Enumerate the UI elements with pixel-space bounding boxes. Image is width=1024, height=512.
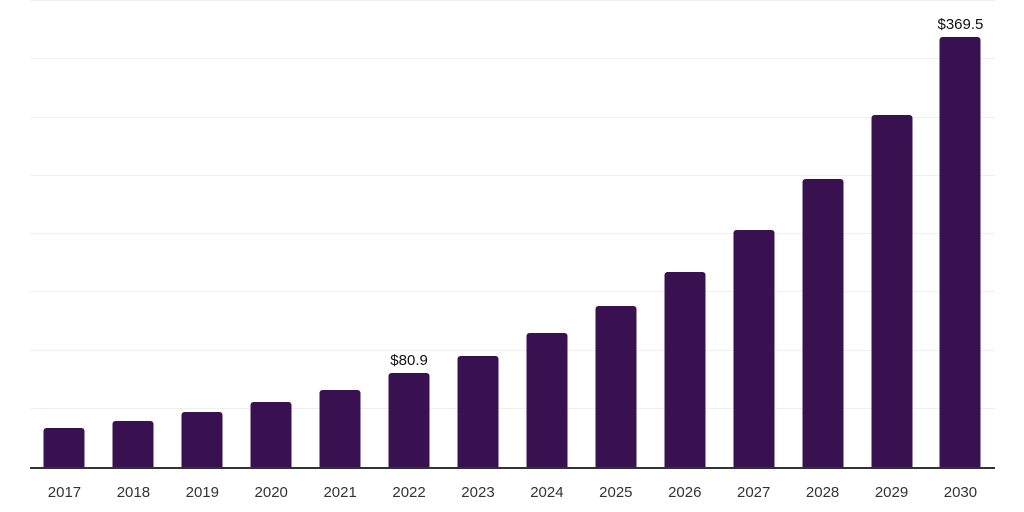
bar-2026 <box>664 271 706 467</box>
gridline <box>30 116 995 118</box>
bar-slot-2020 <box>237 0 306 469</box>
bar-2017 <box>43 428 85 467</box>
gridline <box>30 291 995 293</box>
bar-2027 <box>733 229 775 467</box>
x-axis-label-2021: 2021 <box>323 484 357 501</box>
gridline <box>30 233 995 234</box>
bar-2020 <box>250 401 292 467</box>
bars-container: $80.9 $369.5 <box>30 0 995 469</box>
x-axis-label-2029: 2029 <box>874 484 909 501</box>
x-axis-labels: 2017 2018 2019 2020 2021 2022 2023 2024 2025 2026… <box>30 469 995 512</box>
x-axis-label-2019: 2019 <box>185 484 219 501</box>
x-axis-label-2025: 2025 <box>599 484 633 501</box>
x-axis-label-2026: 2026 <box>668 484 702 501</box>
bar-2028 <box>802 178 844 467</box>
x-axis-label-2017: 2017 <box>47 484 82 501</box>
x-axis-label-2028: 2028 <box>805 484 840 501</box>
x-axis-label-2018: 2018 <box>116 484 151 501</box>
plot-area: $80.9 $369.5 <box>30 0 995 469</box>
bar-slot-2029 <box>857 0 926 469</box>
x-axis-label-2020: 2020 <box>254 484 288 501</box>
bar-slot-2022: $80.9 <box>375 0 444 469</box>
bar-2030 <box>939 36 981 467</box>
bar-slot-2023 <box>444 0 513 469</box>
gridline <box>30 349 995 351</box>
gridline <box>30 0 995 1</box>
bar-slot-2018 <box>99 0 168 469</box>
bar-value-label-2030: $369.5 <box>937 15 984 33</box>
x-axis-line <box>30 467 995 469</box>
bar-slot-2019 <box>168 0 237 469</box>
x-axis-label-2024: 2024 <box>530 484 564 501</box>
bar-slot-2027 <box>719 0 788 469</box>
bar-2029 <box>871 115 913 467</box>
bar-slot-2026 <box>650 0 719 469</box>
bar-value-label-2022: $80.9 <box>390 351 428 369</box>
gridline <box>30 58 995 60</box>
x-axis-label-2027: 2027 <box>736 484 771 501</box>
bar-2022 <box>388 372 430 467</box>
gridline <box>30 174 995 176</box>
bar-2021 <box>319 389 361 467</box>
bar-slot-2024 <box>512 0 581 469</box>
bar-slot-2025 <box>581 0 650 469</box>
bar-2018 <box>112 420 154 467</box>
bar-2019 <box>181 412 223 467</box>
gridline <box>30 407 995 409</box>
x-axis-label-2023: 2023 <box>461 484 495 501</box>
x-axis-label-2022: 2022 <box>392 484 426 501</box>
bar-slot-2017 <box>30 0 99 469</box>
bar-2023 <box>457 355 499 467</box>
bar-slot-2028 <box>788 0 857 469</box>
bar-slot-2030: $369.5 <box>926 0 995 469</box>
bar-2025 <box>595 305 637 467</box>
x-axis-label-2030: 2030 <box>943 484 978 501</box>
bar-slot-2021 <box>306 0 375 469</box>
bar-2024 <box>526 333 568 467</box>
